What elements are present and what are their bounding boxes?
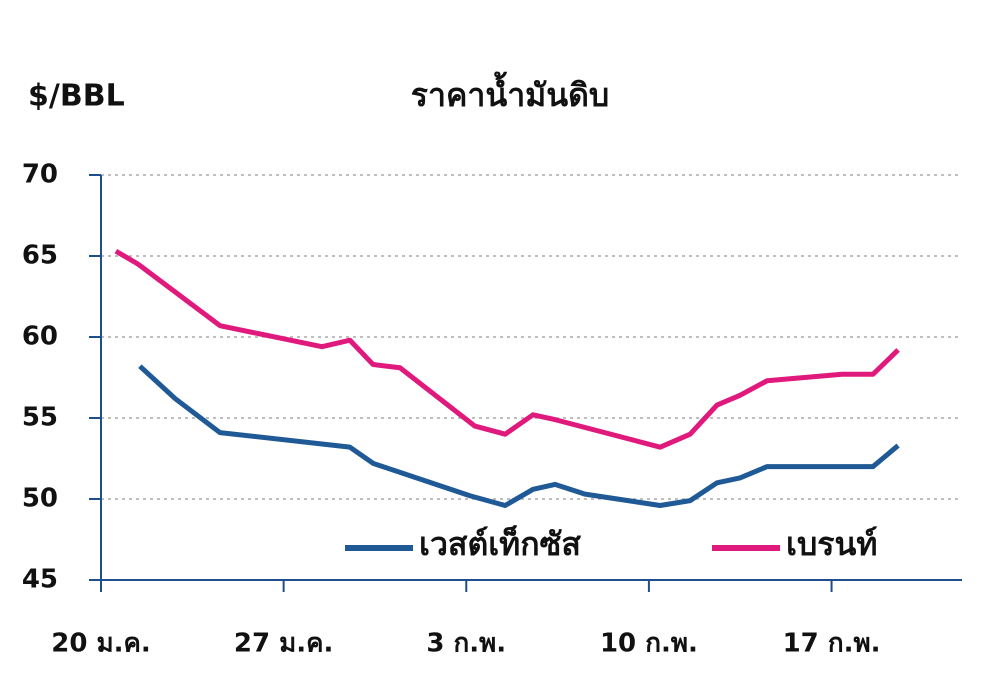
y-tick-label: 65 — [22, 241, 58, 271]
series-line — [114, 248, 900, 450]
x-tick-label: 27 ม.ค. — [234, 629, 334, 659]
x-tick-label: 10 ก.พ. — [600, 629, 698, 659]
y-tick-label: 50 — [22, 484, 58, 514]
x-tick-label: 20 ม.ค. — [51, 629, 151, 659]
y-tick-label: 70 — [22, 160, 58, 190]
legend-label: เวสต์เท็กซัส — [419, 524, 581, 563]
x-tick-label: 17 ก.พ. — [783, 629, 881, 659]
chart-title: ราคาน้ำมันดิบ — [411, 71, 609, 114]
y-tick-label: 55 — [22, 403, 58, 433]
legend-label: เบรนท์ — [786, 525, 877, 563]
y-axis-label: $/BBL — [28, 79, 125, 114]
x-tick-label: 3 ก.พ. — [426, 629, 506, 659]
y-tick-label: 45 — [22, 565, 58, 595]
y-tick-label: 60 — [22, 322, 58, 352]
series-line — [138, 364, 900, 508]
